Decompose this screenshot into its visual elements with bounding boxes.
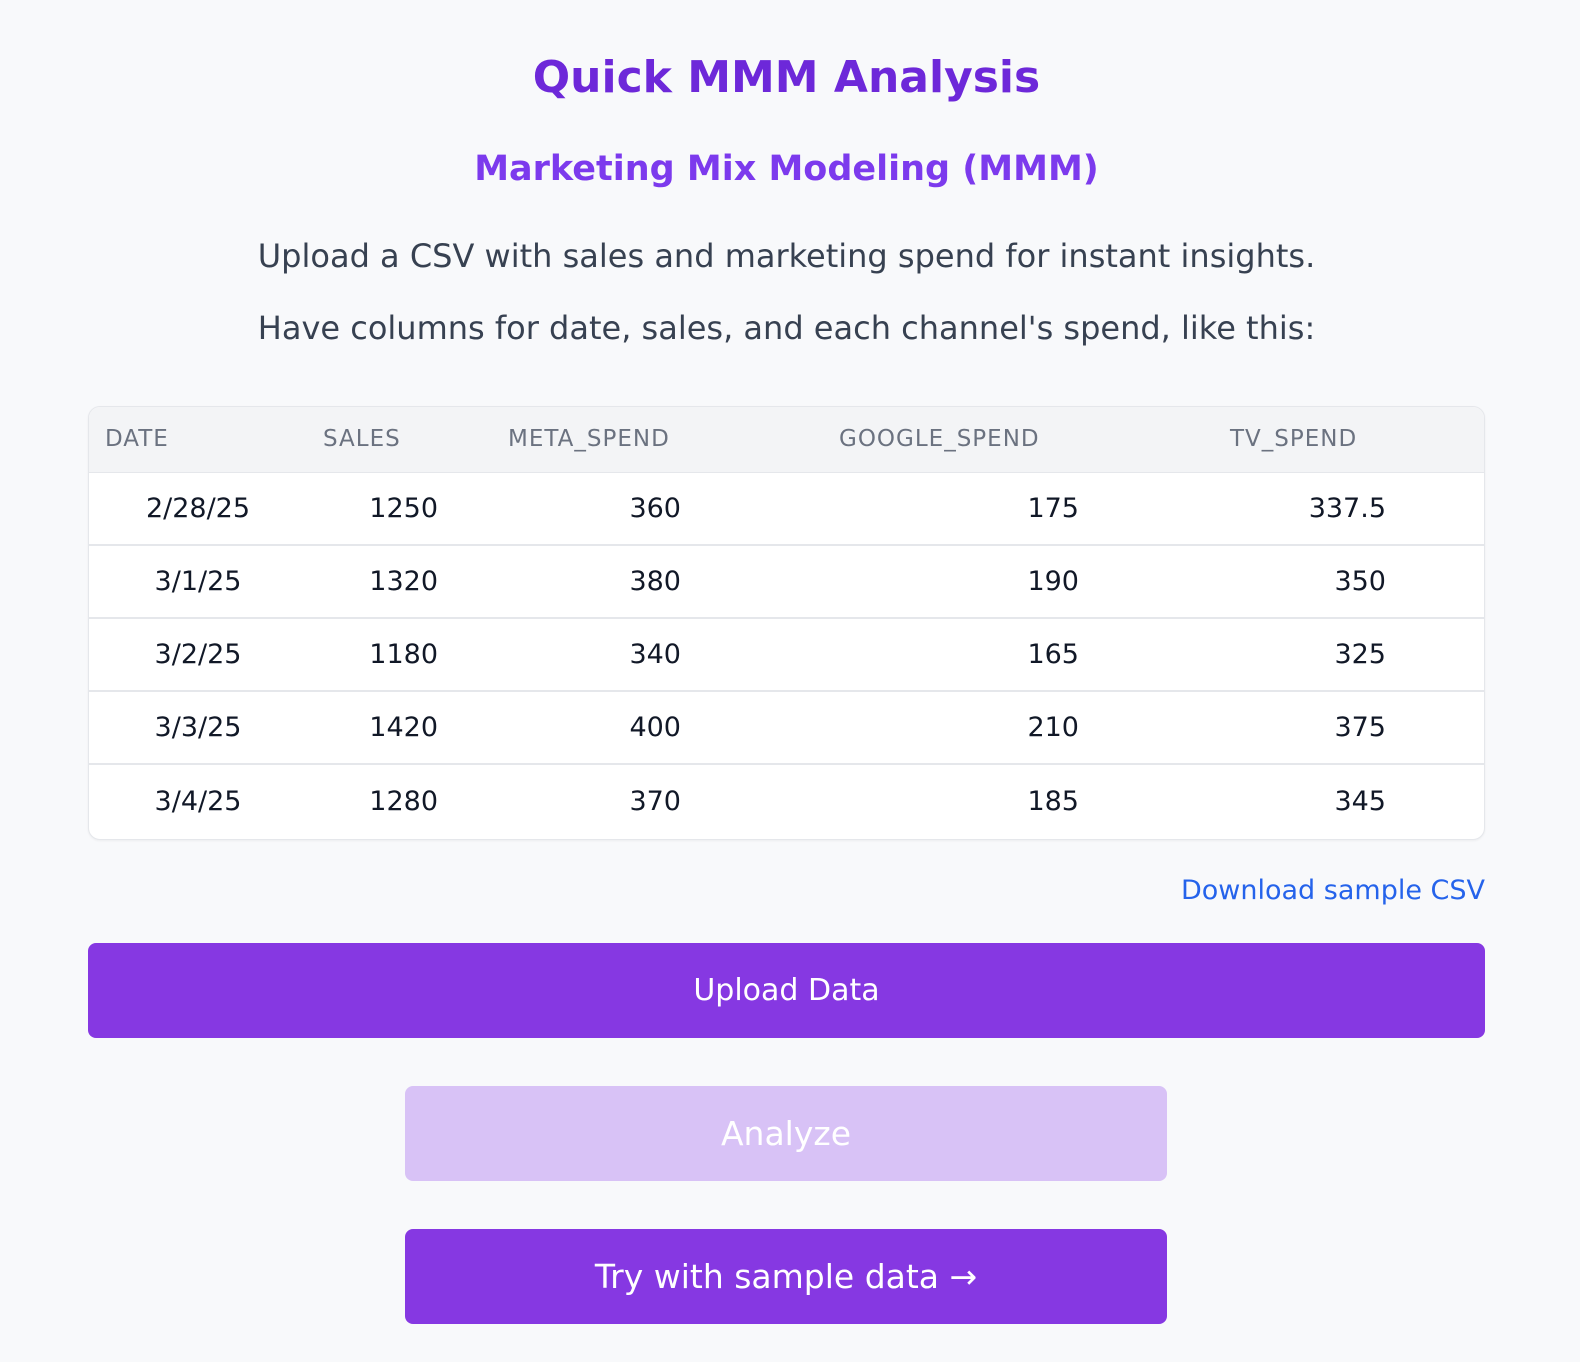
- cell-meta-spend: 360: [629, 492, 681, 524]
- cell-meta-spend: 370: [629, 785, 681, 817]
- page-subtitle: Marketing Mix Modeling (MMM): [474, 149, 1099, 189]
- cell-google-spend: 165: [1027, 639, 1079, 670]
- intro-text-upload: Upload a CSV with sales and marketing sp…: [257, 237, 1316, 275]
- cell-date: 3/4/25: [154, 785, 242, 817]
- cell-tv-spend: 345: [1334, 785, 1386, 817]
- cell-meta-spend: 380: [629, 566, 681, 597]
- cell-tv-spend: 325: [1334, 639, 1386, 670]
- cell-sales: 1320: [369, 566, 438, 597]
- cell-sales: 1180: [369, 639, 438, 670]
- table-row: 3/4/25 1280 370 185 345: [89, 764, 1484, 837]
- cell-tv-spend: 350: [1334, 566, 1386, 597]
- intro-text-columns: Have columns for date, sales, and each c…: [257, 309, 1316, 347]
- try-sample-data-button[interactable]: Try with sample data →: [405, 1229, 1167, 1324]
- cell-sales: 1420: [369, 712, 438, 743]
- sample-data-table: DATE SALES META_SPEND GOOGLE_SPEND TV_SP…: [88, 406, 1485, 840]
- table-row: 3/2/25 1180 340 165 325: [89, 618, 1484, 691]
- column-header-google-spend: GOOGLE_SPEND: [839, 426, 1040, 453]
- cell-google-spend: 190: [1027, 566, 1079, 597]
- cell-date: 2/28/25: [145, 492, 251, 524]
- cell-tv-spend: 337.5: [1308, 492, 1386, 524]
- download-sample-csv-link[interactable]: Download sample CSV: [1180, 875, 1485, 906]
- cell-meta-spend: 340: [629, 639, 681, 670]
- column-header-meta-spend: META_SPEND: [508, 426, 670, 453]
- cell-google-spend: 210: [1027, 712, 1079, 743]
- cell-meta-spend: 400: [629, 712, 681, 743]
- cell-tv-spend: 375: [1334, 712, 1386, 743]
- column-header-tv-spend: TV_SPEND: [1230, 426, 1358, 453]
- page-title: Quick MMM Analysis: [532, 52, 1041, 103]
- analyze-button[interactable]: Analyze: [405, 1086, 1167, 1181]
- table-row: 3/1/25 1320 380 190 350: [89, 545, 1484, 618]
- upload-data-button[interactable]: Upload Data: [88, 943, 1485, 1038]
- cell-date: 3/1/25: [154, 566, 242, 597]
- column-header-sales: SALES: [323, 426, 401, 453]
- cell-date: 3/2/25: [154, 639, 242, 670]
- table-row: 2/28/25 1250 360 175 337.5: [89, 472, 1484, 545]
- table-row: 3/3/25 1420 400 210 375: [89, 691, 1484, 764]
- cell-date: 3/3/25: [154, 712, 242, 743]
- cell-sales: 1280: [369, 785, 438, 817]
- column-header-date: DATE: [105, 426, 169, 453]
- cell-google-spend: 185: [1027, 785, 1079, 817]
- table-header-row: DATE SALES META_SPEND GOOGLE_SPEND TV_SP…: [89, 407, 1484, 472]
- cell-google-spend: 175: [1027, 492, 1079, 524]
- cell-sales: 1250: [369, 492, 438, 524]
